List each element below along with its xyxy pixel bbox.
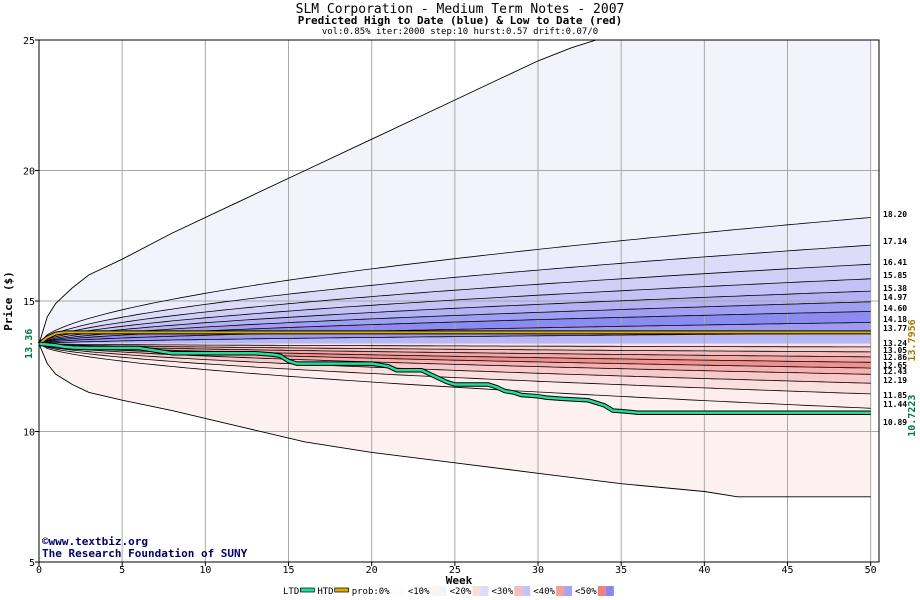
high-band-line xyxy=(38,263,871,345)
fill-low-band-4 xyxy=(39,343,871,369)
legend-swatch-blue-6 xyxy=(564,586,573,596)
legend-swatch-2 xyxy=(390,586,405,596)
legend-swatch-red-7 xyxy=(597,586,606,596)
legend-swatch-red-3 xyxy=(430,586,439,596)
legend: LTD HTD prob:0% <10% <20% <30% <40% <50% xyxy=(283,586,614,597)
low-band-line xyxy=(38,343,871,409)
legend-swatch-red-4 xyxy=(472,586,481,596)
legend-swatch-red-5 xyxy=(514,586,523,596)
band-end-label: 15.85 xyxy=(883,271,907,280)
start-price-label: 13.36 xyxy=(24,329,35,359)
x-tick-label: 0 xyxy=(36,565,42,576)
high-band-line xyxy=(38,322,871,345)
band-end-label: 11.85 xyxy=(883,391,907,400)
low-band-line xyxy=(38,343,871,384)
x-tick-label: 35 xyxy=(615,565,627,576)
band-end-label: 18.20 xyxy=(883,210,907,219)
outer-high-line xyxy=(38,39,871,344)
band-end-label: 12.43 xyxy=(883,367,907,376)
low-band-line xyxy=(38,343,871,358)
x-tick-label: 5 xyxy=(119,565,125,576)
chart-params: vol:0.85% iter:2000 step:10 hurst:0.57 d… xyxy=(321,27,599,37)
band-end-label: 12.19 xyxy=(883,376,907,385)
x-tick-label: 45 xyxy=(781,565,793,576)
low-band-line xyxy=(38,343,871,348)
band-end-label: 12.86 xyxy=(883,353,907,362)
low-band-line xyxy=(38,343,871,353)
high-band-line xyxy=(38,301,871,345)
fill-low-band-6 xyxy=(39,343,871,384)
fill-high-band-4 xyxy=(39,291,871,344)
legend-swatch-blue-7 xyxy=(605,586,614,596)
legend-label-4: <20% xyxy=(450,587,472,597)
credit-org: The Research Foundation of SUNY xyxy=(42,547,248,560)
axes xyxy=(35,39,880,566)
fill-high-band-5 xyxy=(39,301,871,344)
fill-high-band-1 xyxy=(39,245,871,344)
band-end-label: 13.24 xyxy=(883,339,907,348)
fill-low-band-5 xyxy=(39,343,871,375)
band-end-label: 14.18 xyxy=(883,315,907,324)
chart-subtitle: Predicted High to Date (blue) & Low to D… xyxy=(297,14,623,27)
fill-high-band-3 xyxy=(39,278,871,344)
low-band-line xyxy=(38,343,871,395)
fill-low-band-8 xyxy=(39,343,871,409)
x-tick-label: 25 xyxy=(449,565,461,576)
band-end-label: 10.89 xyxy=(883,418,907,427)
legend-swatch-blue-4 xyxy=(480,586,489,596)
y-tick-label: 20 xyxy=(23,167,35,178)
legend-label-0: LTD xyxy=(283,587,299,597)
x-axis-label: Week xyxy=(446,574,473,587)
band-end-label: 17.14 xyxy=(883,237,907,246)
x-tick-label: 30 xyxy=(532,565,544,576)
legend-label-7: <50% xyxy=(575,587,597,597)
high-band-line xyxy=(38,290,871,345)
legend-swatch-blue-5 xyxy=(522,586,531,596)
x-tick-label: 20 xyxy=(366,565,378,576)
band-end-label: 12.65 xyxy=(883,361,907,370)
band-end-label: 13.05 xyxy=(883,346,907,355)
legend-swatch-1 xyxy=(334,587,350,593)
ltd-line xyxy=(38,342,871,414)
htd-line xyxy=(38,331,871,345)
x-tick-label: 40 xyxy=(698,565,710,576)
htd-value-label: 13.7956 xyxy=(907,319,918,361)
outer-low-line xyxy=(38,343,871,498)
y-tick-label: 10 xyxy=(23,428,35,439)
series xyxy=(37,330,871,415)
band-end-label: 16.41 xyxy=(883,258,907,267)
legend-swatch-red-6 xyxy=(556,586,565,596)
y-tick-label: 15 xyxy=(23,297,35,308)
legend-label-2: prob:0% xyxy=(352,587,391,597)
x-tick-label: 50 xyxy=(865,565,877,576)
high-band-line xyxy=(38,278,871,345)
band-end-label: 11.44 xyxy=(883,400,907,409)
legend-label-3: <10% xyxy=(408,587,430,597)
fill-low-band-7 xyxy=(39,343,871,394)
band-end-label: 13.77 xyxy=(883,324,907,333)
chart-title: SLM Corporation - Medium Term Notes - 20… xyxy=(295,2,625,17)
legend-label-1: HTD xyxy=(317,587,333,597)
legend-label-6: <40% xyxy=(533,587,555,597)
legend-label-5: <30% xyxy=(491,587,513,597)
high-band-line xyxy=(38,217,871,345)
band-end-label: 15.38 xyxy=(883,284,907,293)
band-end-label: 14.60 xyxy=(883,304,907,313)
fill-high-band-2 xyxy=(39,264,871,344)
fill-high-band-0 xyxy=(39,217,871,344)
y-tick-label: 25 xyxy=(23,36,35,47)
credit-url: ©www.textbiz.org xyxy=(42,535,148,548)
legend-swatch-blue-3 xyxy=(438,586,447,596)
high-band-line xyxy=(38,244,871,345)
legend-swatch-0 xyxy=(300,587,315,593)
band-end-label: 14.97 xyxy=(883,293,907,302)
ltd-value-label: 10.7223 xyxy=(907,395,918,437)
y-axis-label: Price ($) xyxy=(2,271,15,331)
x-tick-label: 15 xyxy=(282,565,294,576)
y-tick-label: 5 xyxy=(29,558,35,569)
x-tick-label: 10 xyxy=(199,565,211,576)
low-band-line xyxy=(38,343,871,363)
